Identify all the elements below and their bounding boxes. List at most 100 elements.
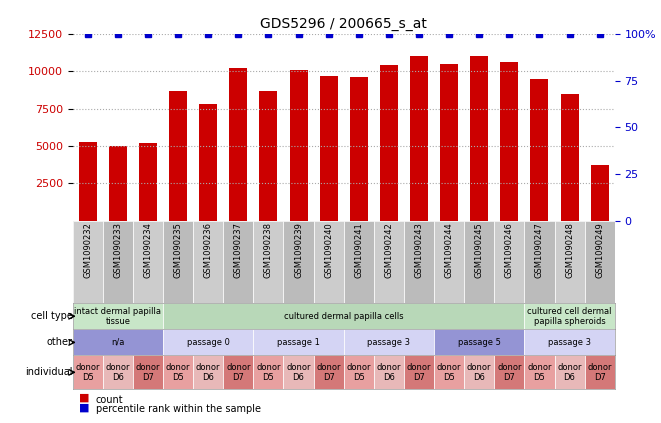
- Text: donor
D5: donor D5: [346, 363, 371, 382]
- Bar: [404, 221, 434, 303]
- Text: passage 0: passage 0: [187, 338, 229, 347]
- Bar: [290, 70, 307, 221]
- Bar: [344, 330, 434, 355]
- Text: donor
D7: donor D7: [407, 363, 431, 382]
- Bar: [404, 355, 434, 389]
- Text: GSM1090237: GSM1090237: [234, 222, 243, 278]
- Text: passage 3: passage 3: [368, 338, 410, 347]
- Bar: [133, 221, 163, 303]
- Bar: [79, 142, 97, 221]
- Text: count: count: [96, 395, 124, 405]
- Text: donor
D6: donor D6: [377, 363, 401, 382]
- Bar: [524, 330, 615, 355]
- Text: n/a: n/a: [111, 338, 124, 347]
- Text: passage 3: passage 3: [548, 338, 591, 347]
- Bar: [584, 355, 615, 389]
- Bar: [73, 221, 103, 303]
- Bar: [344, 221, 374, 303]
- Bar: [163, 303, 524, 330]
- Bar: [524, 221, 555, 303]
- Text: GSM1090244: GSM1090244: [445, 222, 453, 278]
- Bar: [500, 62, 518, 221]
- Bar: [410, 56, 428, 221]
- Text: ■: ■: [79, 393, 90, 403]
- Bar: [494, 355, 524, 389]
- Bar: [103, 355, 133, 389]
- Text: other: other: [47, 338, 73, 347]
- Bar: [524, 355, 555, 389]
- Text: donor
D6: donor D6: [467, 363, 492, 382]
- Text: donor
D6: donor D6: [286, 363, 311, 382]
- Bar: [313, 221, 344, 303]
- Text: percentile rank within the sample: percentile rank within the sample: [96, 404, 261, 414]
- Bar: [555, 355, 584, 389]
- Text: donor
D5: donor D5: [437, 363, 461, 382]
- Bar: [253, 355, 284, 389]
- Bar: [434, 330, 524, 355]
- Text: GSM1090235: GSM1090235: [174, 222, 182, 278]
- Bar: [470, 56, 488, 221]
- Text: donor
D5: donor D5: [527, 363, 552, 382]
- Text: GSM1090236: GSM1090236: [204, 222, 213, 278]
- Text: GSM1090241: GSM1090241: [354, 222, 364, 278]
- Text: GSM1090233: GSM1090233: [114, 222, 122, 278]
- Bar: [320, 76, 338, 221]
- Text: donor
D7: donor D7: [497, 363, 522, 382]
- Bar: [434, 355, 464, 389]
- Bar: [73, 303, 163, 330]
- Bar: [223, 221, 253, 303]
- Bar: [374, 355, 404, 389]
- Bar: [464, 355, 494, 389]
- Bar: [199, 104, 217, 221]
- Text: passage 1: passage 1: [277, 338, 320, 347]
- Bar: [524, 303, 615, 330]
- Text: ■: ■: [79, 402, 90, 412]
- Bar: [494, 221, 524, 303]
- Text: donor
D7: donor D7: [226, 363, 251, 382]
- Bar: [109, 146, 127, 221]
- Text: donor
D6: donor D6: [557, 363, 582, 382]
- Text: GSM1090243: GSM1090243: [414, 222, 424, 278]
- Bar: [253, 330, 344, 355]
- Bar: [163, 221, 193, 303]
- Bar: [169, 91, 187, 221]
- Bar: [584, 221, 615, 303]
- Bar: [193, 355, 223, 389]
- Text: GSM1090248: GSM1090248: [565, 222, 574, 278]
- Bar: [139, 143, 157, 221]
- Text: passage 5: passage 5: [458, 338, 500, 347]
- Bar: [133, 355, 163, 389]
- Bar: [591, 165, 609, 221]
- Bar: [313, 355, 344, 389]
- Bar: [73, 355, 103, 389]
- Text: GSM1090246: GSM1090246: [505, 222, 514, 278]
- Text: intact dermal papilla
tissue: intact dermal papilla tissue: [75, 307, 161, 326]
- Bar: [380, 65, 398, 221]
- Bar: [73, 330, 163, 355]
- Text: cultured cell dermal
papilla spheroids: cultured cell dermal papilla spheroids: [527, 307, 612, 326]
- Text: donor
D6: donor D6: [106, 363, 130, 382]
- Text: donor
D7: donor D7: [317, 363, 341, 382]
- Text: GSM1090238: GSM1090238: [264, 222, 273, 278]
- Title: GDS5296 / 200665_s_at: GDS5296 / 200665_s_at: [260, 17, 427, 31]
- Text: GSM1090240: GSM1090240: [324, 222, 333, 278]
- Bar: [103, 221, 133, 303]
- Bar: [163, 330, 253, 355]
- Text: GSM1090239: GSM1090239: [294, 222, 303, 278]
- Text: GSM1090249: GSM1090249: [595, 222, 604, 278]
- Bar: [434, 221, 464, 303]
- Text: cultured dermal papilla cells: cultured dermal papilla cells: [284, 312, 403, 321]
- Bar: [561, 93, 578, 221]
- Bar: [223, 355, 253, 389]
- Bar: [284, 355, 313, 389]
- Bar: [530, 79, 549, 221]
- Text: donor
D7: donor D7: [588, 363, 612, 382]
- Text: donor
D6: donor D6: [196, 363, 221, 382]
- Text: GSM1090232: GSM1090232: [83, 222, 93, 278]
- Bar: [229, 68, 247, 221]
- Bar: [284, 221, 313, 303]
- Bar: [555, 221, 584, 303]
- Text: individual: individual: [25, 367, 73, 377]
- Text: donor
D5: donor D5: [75, 363, 100, 382]
- Bar: [440, 64, 458, 221]
